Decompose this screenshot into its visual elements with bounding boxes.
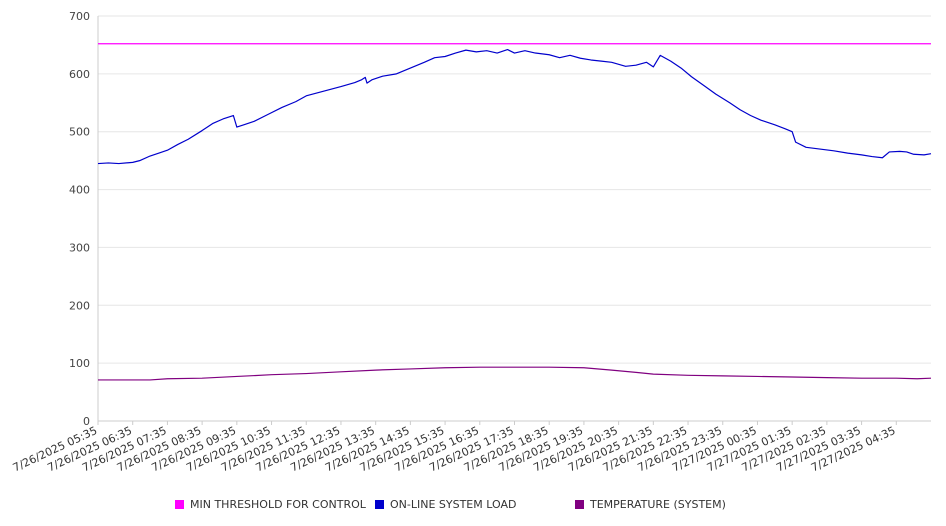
x-tick-labels: 7/26/2025 05:357/26/2025 06:357/26/2025 … xyxy=(11,424,898,474)
chart-canvas: 0 100 200 300 400 500 600 700 7/26/2025 05:357/… xyxy=(11,10,932,474)
gridlines xyxy=(98,15,931,364)
y-tick-label: 100 xyxy=(69,357,90,370)
series-line-system-load[interactable] xyxy=(97,48,932,165)
legend-item-temperature[interactable]: TEMPERATURE (SYSTEM) xyxy=(575,498,726,511)
legend-label-system-load: ON-LINE SYSTEM LOAD xyxy=(390,498,517,511)
legend: MIN THRESHOLD FOR CONTROL ON-LINE SYSTEM… xyxy=(0,498,946,516)
axes xyxy=(97,16,931,425)
y-tick-label: 700 xyxy=(69,10,90,23)
y-tick-label: 400 xyxy=(69,184,90,197)
legend-swatch-min-threshold xyxy=(175,500,184,509)
y-tick-label: 600 xyxy=(69,68,90,81)
legend-swatch-temperature xyxy=(575,500,584,509)
series-lines xyxy=(97,43,932,381)
legend-item-system-load[interactable]: ON-LINE SYSTEM LOAD xyxy=(375,498,516,511)
y-tick-label: 500 xyxy=(69,126,90,139)
series-line-temperature[interactable] xyxy=(98,366,932,381)
y-tick-label: 300 xyxy=(69,241,90,254)
y-tick-label: 0 xyxy=(83,415,90,428)
legend-swatch-system-load xyxy=(375,500,384,509)
legend-label-min-threshold: MIN THRESHOLD FOR CONTROL xyxy=(190,498,366,511)
legend-label-temperature: TEMPERATURE (SYSTEM) xyxy=(590,498,726,511)
legend-item-min-threshold[interactable]: MIN THRESHOLD FOR CONTROL xyxy=(175,498,366,511)
y-tick-labels: 0 100 200 300 400 500 600 700 xyxy=(69,10,90,428)
y-tick-label: 200 xyxy=(69,299,90,312)
